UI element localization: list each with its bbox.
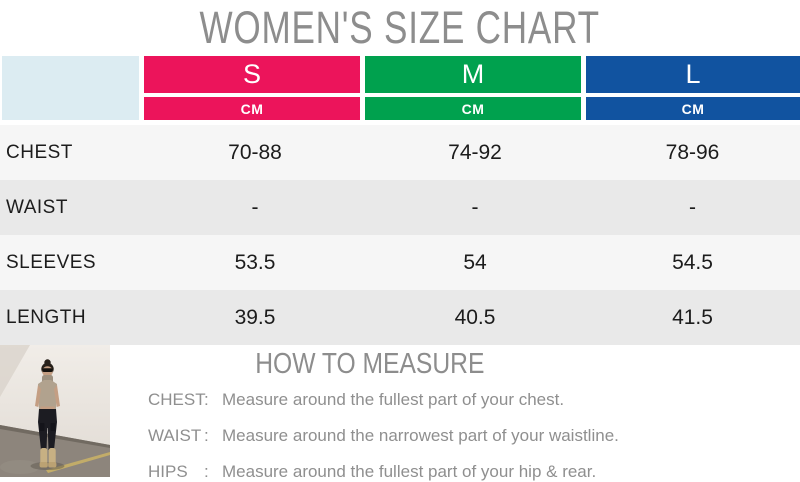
instruction-colon: : [204,462,209,481]
row-label: WAIST [6,196,68,218]
measure-content: HOW TO MEASURE CHEST : Measure around th… [110,345,800,482]
cell-value: 41.5 [672,305,713,329]
unit-cell-m: CM [365,97,581,120]
cell-value: - [251,195,259,219]
title-row: WOMEN'S SIZE CHART [0,0,800,56]
instruction-chest: CHEST : Measure around the fullest part … [110,382,800,418]
cell-value: 78-96 [665,140,720,164]
instruction-text: Measure around the fullest part of your … [222,390,565,409]
unit-cell-l: CM [586,97,800,120]
model-photo-illustration [0,345,110,477]
measure-instructions: CHEST : Measure around the fullest part … [110,382,800,482]
page-title: WOMEN'S SIZE CHART [199,2,601,53]
cell-value: 40.5 [454,305,496,329]
row-label: CHEST [6,141,73,163]
cell-value: 74-92 [448,140,502,164]
cell-value: 39.5 [234,305,276,329]
how-to-measure-title-row: HOW TO MEASURE [110,348,630,380]
how-to-measure-section: HOW TO MEASURE CHEST : Measure around th… [0,345,800,482]
instruction-hips: HIPS : Measure around the fullest part o… [110,454,800,482]
size-header-l: L [586,56,800,93]
instruction-text: Measure around the fullest part of your … [222,462,597,481]
row-label: SLEEVES [6,251,97,273]
size-table-body: CHEST 70-88 74-92 78-96 WAIST - - - SLEE… [0,125,800,345]
cell-value: - [689,195,696,219]
model-photo [0,345,110,482]
instruction-label: HIPS [148,462,188,481]
instruction-waist: WAIST : Measure around the narrowest par… [110,418,800,454]
unit-cell-s: CM [144,97,360,120]
cell-value: 54.5 [672,250,713,274]
table-row-sleeves: SLEEVES 53.5 54 54.5 [0,235,800,290]
size-header-m: M [365,56,581,93]
cell-value: 70-88 [228,140,282,164]
corner-cell [2,56,139,120]
size-header-s: S [144,56,360,93]
cell-value: 53.5 [234,250,276,274]
instruction-label: WAIST [148,426,202,445]
row-label: LENGTH [6,306,87,328]
instruction-label: CHEST [148,390,206,409]
instruction-colon: : [204,390,209,409]
size-table-header: S M L CM CM CM [0,56,800,120]
cell-value: - [471,195,479,219]
table-row-waist: WAIST - - - [0,180,800,235]
table-row-chest: CHEST 70-88 74-92 78-96 [0,125,800,180]
instruction-colon: : [204,426,209,445]
instruction-text: Measure around the narrowest part of you… [222,426,619,445]
table-row-length: LENGTH 39.5 40.5 41.5 [0,290,800,345]
how-to-measure-title: HOW TO MEASURE [255,348,485,380]
cell-value: 54 [463,250,487,274]
